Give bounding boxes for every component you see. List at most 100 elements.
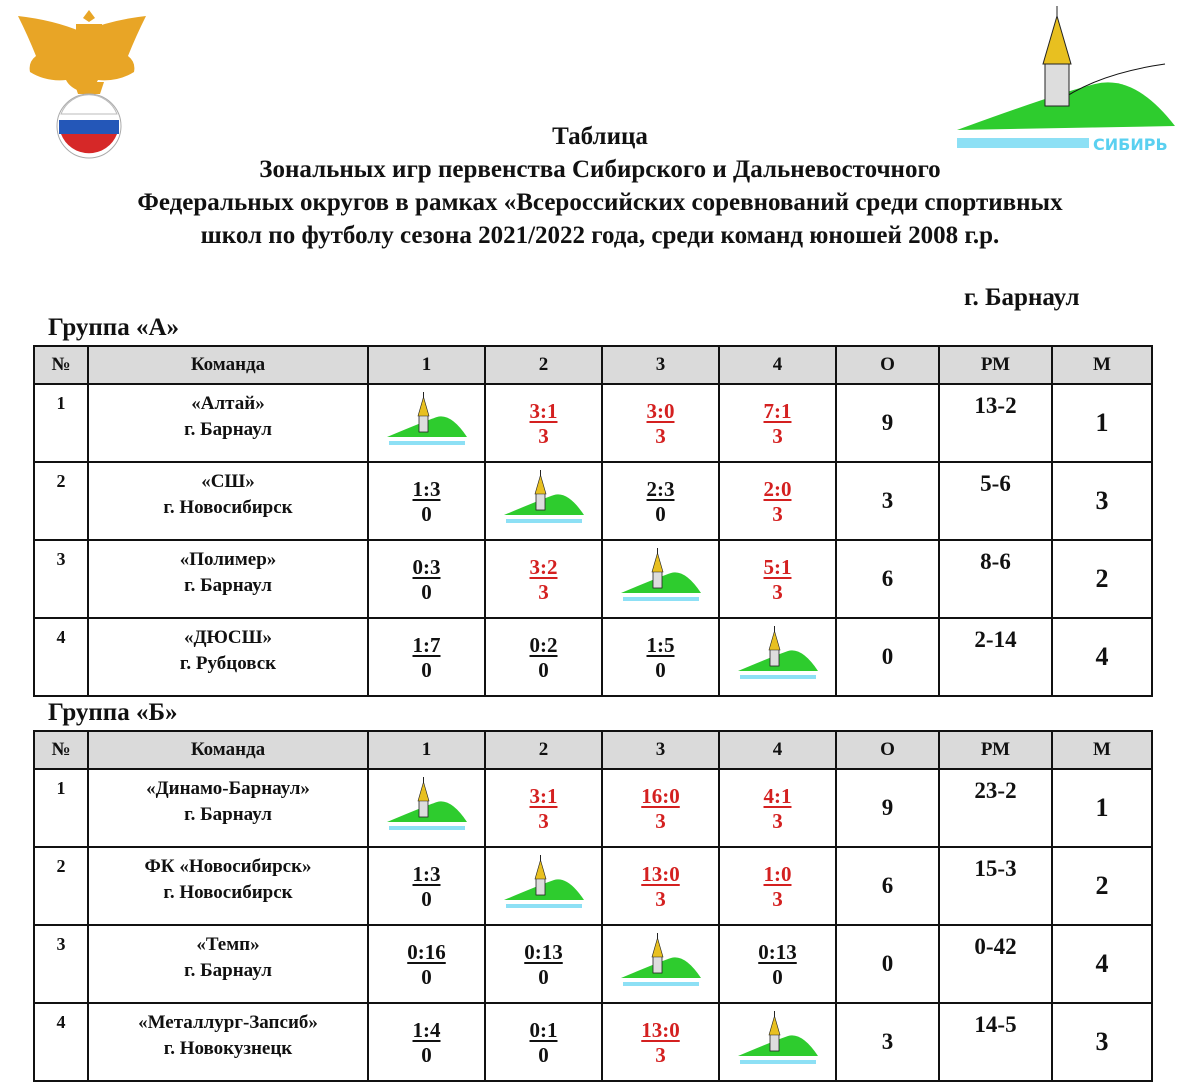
team-name: «ДЮСШ» (183, 627, 273, 648)
match-points: 0 (655, 658, 666, 682)
place: 3 (1051, 1002, 1153, 1082)
match-result-cell: 1:4 0 (367, 1002, 486, 1082)
match-result-cell: 1:7 0 (367, 617, 486, 697)
team-name: «Динамо-Барнаул» (146, 778, 310, 799)
self-match-logo-icon (737, 626, 818, 679)
team-city: г. Барнаул (184, 575, 272, 596)
team-city: г. Барнаул (184, 960, 272, 981)
column-header: РМ (938, 345, 1053, 385)
match-score: 1:0 (763, 862, 792, 886)
row-number: 4 (33, 617, 89, 697)
column-header: 1 (367, 730, 486, 770)
column-header: О (835, 730, 940, 770)
match-score: 0:13 (524, 940, 563, 964)
row-number: 1 (33, 383, 89, 463)
match-points: 0 (421, 658, 432, 682)
match-result-cell: 4:1 3 (718, 768, 837, 848)
goals-scored-conceded: 5-6 (938, 461, 1053, 541)
row-number: 2 (33, 846, 89, 926)
row-number: 2 (33, 461, 89, 541)
place: 1 (1051, 768, 1153, 848)
self-match-cell (367, 768, 486, 848)
match-points: 3 (772, 424, 783, 448)
match-score: 3:1 (529, 399, 558, 423)
match-score: 0:2 (529, 633, 558, 657)
document-title: Таблица Зональных игр первенства Сибирск… (0, 120, 1200, 252)
match-points: 3 (772, 580, 783, 604)
column-header: РМ (938, 730, 1053, 770)
team-name: «Полимер» (179, 549, 277, 570)
match-points: 3 (655, 424, 666, 448)
goals-scored-conceded: 23-2 (938, 768, 1053, 848)
team-cell: «Темп» г. Барнаул (87, 924, 369, 1004)
total-points: 3 (835, 1002, 940, 1082)
team-city: г. Новокузнецк (163, 1038, 293, 1059)
column-header: Команда (87, 345, 369, 385)
self-match-cell (367, 383, 486, 463)
team-name: «Темп» (196, 934, 260, 955)
match-score: 1:3 (412, 862, 441, 886)
sibir-logo-text: СИБИРЬ (1093, 135, 1168, 154)
match-score: 13:0 (641, 862, 680, 886)
column-header: 2 (484, 730, 603, 770)
match-points: 3 (655, 809, 666, 833)
match-points: 0 (421, 887, 432, 911)
match-result-cell: 13:0 3 (601, 846, 720, 926)
match-result-cell: 2:3 0 (601, 461, 720, 541)
title-line: Таблица (552, 123, 648, 150)
team-city: г. Барнаул (184, 419, 272, 440)
group-a-title: Группа «А» (48, 314, 180, 341)
table-row: 3 «Полимер» г. Барнаул 0:3 0 3:2 3 5:1 3 6 8-6 2 (33, 539, 1153, 619)
row-number: 1 (33, 768, 89, 848)
self-match-cell (601, 539, 720, 619)
self-match-logo-icon (620, 548, 701, 601)
team-city: г. Новосибирск (163, 882, 293, 903)
match-score: 1:3 (412, 477, 441, 501)
match-points: 3 (772, 887, 783, 911)
header-row: № Команда 1 2 3 4 О РМ М (33, 345, 1153, 385)
city-label: г. Барнаул (964, 284, 1080, 311)
match-score: 1:4 (412, 1018, 441, 1042)
total-points: 0 (835, 924, 940, 1004)
self-match-cell (718, 1002, 837, 1082)
total-points: 0 (835, 617, 940, 697)
column-header: М (1051, 345, 1153, 385)
column-header: 4 (718, 730, 837, 770)
self-match-logo-icon (386, 777, 467, 830)
team-city: г. Рубцовск (179, 653, 277, 674)
match-score: 16:0 (641, 784, 680, 808)
match-points: 3 (772, 502, 783, 526)
match-points: 3 (538, 580, 549, 604)
match-score: 2:0 (763, 477, 792, 501)
match-points: 0 (421, 502, 432, 526)
row-number: 3 (33, 539, 89, 619)
table-row: 4 «ДЮСШ» г. Рубцовск 1:7 0 0:2 0 1:5 0 0 2-14 4 (33, 617, 1153, 697)
match-points: 0 (421, 1043, 432, 1067)
match-score: 0:1 (529, 1018, 558, 1042)
total-points: 9 (835, 383, 940, 463)
team-cell: «Полимер» г. Барнаул (87, 539, 369, 619)
place: 2 (1051, 539, 1153, 619)
team-cell: «ДЮСШ» г. Рубцовск (87, 617, 369, 697)
total-points: 6 (835, 539, 940, 619)
row-number: 3 (33, 924, 89, 1004)
self-match-logo-icon (737, 1011, 818, 1064)
match-result-cell: 0:3 0 (367, 539, 486, 619)
match-result-cell: 1:3 0 (367, 461, 486, 541)
match-result-cell: 0:2 0 (484, 617, 603, 697)
match-points: 3 (772, 809, 783, 833)
team-name: «Алтай» (191, 393, 265, 414)
self-match-logo-icon (386, 392, 467, 445)
place: 1 (1051, 383, 1153, 463)
match-result-cell: 0:1 0 (484, 1002, 603, 1082)
match-points: 0 (421, 965, 432, 989)
match-points: 0 (655, 502, 666, 526)
match-points: 3 (655, 887, 666, 911)
title-line: Федеральных округов в рамках «Всероссийс… (137, 189, 1063, 216)
team-cell: ФК «Новосибирск» г. Новосибирск (87, 846, 369, 926)
total-points: 6 (835, 846, 940, 926)
table-row: 2 «СШ» г. Новосибирск 1:3 0 2:3 0 2:0 3 3 5-6 3 (33, 461, 1153, 541)
match-result-cell: 2:0 3 (718, 461, 837, 541)
column-header: Команда (87, 730, 369, 770)
total-points: 3 (835, 461, 940, 541)
